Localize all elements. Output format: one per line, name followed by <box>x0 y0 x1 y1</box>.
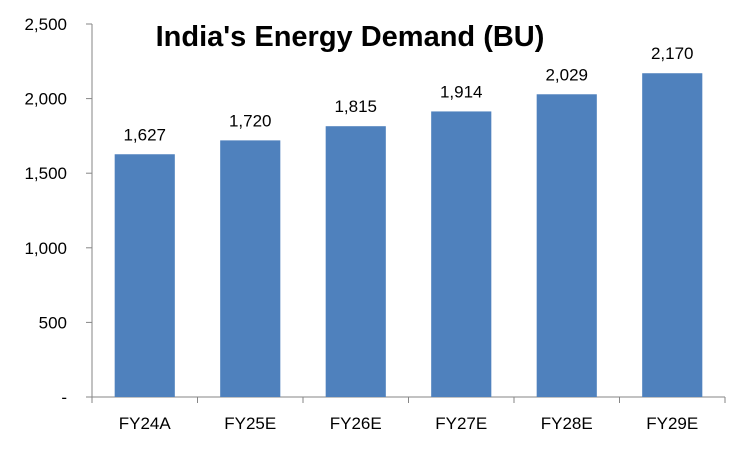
x-tick-label: FY26E <box>330 414 382 433</box>
bar-fy24a <box>114 154 175 397</box>
x-tick-label: FY25E <box>224 414 276 433</box>
y-tick-label: 1,000 <box>24 239 67 258</box>
y-axis: - 500 1,000 1,500 2,000 2,500 <box>24 15 93 407</box>
data-label: 1,914 <box>440 82 483 101</box>
x-tick-label: FY29E <box>646 414 698 433</box>
bar-fy25e <box>220 140 281 397</box>
bar-fy29e <box>642 73 703 398</box>
bar-fy27e <box>431 111 492 397</box>
y-tick-label: 2,500 <box>24 15 67 34</box>
y-tick-label: - <box>61 388 67 407</box>
data-label: 1,627 <box>123 125 166 144</box>
data-labels: 1,627 1,720 1,815 1,914 2,029 2,170 <box>123 44 693 144</box>
bar-fy28e <box>536 94 597 398</box>
y-tick-label: 1,500 <box>24 164 67 183</box>
data-label: 1,815 <box>334 97 377 116</box>
y-tick-label: 500 <box>39 313 67 332</box>
bars <box>114 73 703 398</box>
x-tick-label: FY28E <box>541 414 593 433</box>
data-label: 2,170 <box>651 44 694 63</box>
chart-title: India's Energy Demand (BU) <box>156 21 545 53</box>
x-tick-label: FY27E <box>435 414 487 433</box>
x-tick-label: FY24A <box>119 414 172 433</box>
data-label: 2,029 <box>545 65 588 84</box>
bar-fy26e <box>325 126 386 398</box>
x-axis: FY24A FY25E FY26E FY27E FY28E FY29E <box>91 396 726 433</box>
data-label: 1,720 <box>229 111 272 130</box>
y-tick-label: 2,000 <box>24 90 67 109</box>
